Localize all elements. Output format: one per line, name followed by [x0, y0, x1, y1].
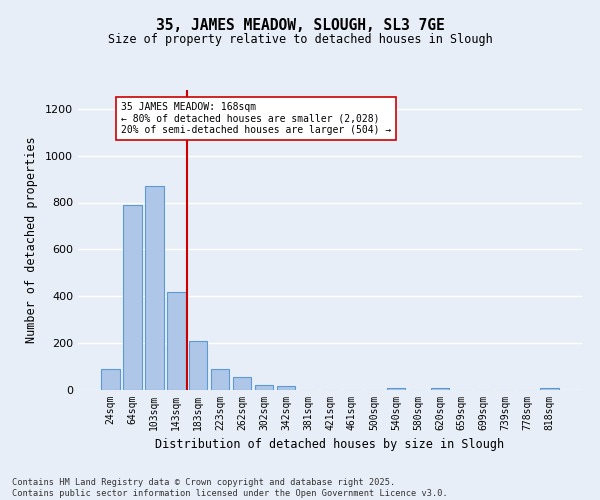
- Bar: [167, 292, 185, 390]
- Text: 35, JAMES MEADOW, SLOUGH, SL3 7GE: 35, JAMES MEADOW, SLOUGH, SL3 7GE: [155, 18, 445, 32]
- X-axis label: Distribution of detached houses by size in Slough: Distribution of detached houses by size …: [155, 438, 505, 452]
- Text: 35 JAMES MEADOW: 168sqm
← 80% of detached houses are smaller (2,028)
20% of semi: 35 JAMES MEADOW: 168sqm ← 80% of detache…: [121, 102, 391, 135]
- Bar: [277, 386, 295, 390]
- Bar: [386, 388, 405, 390]
- Y-axis label: Number of detached properties: Number of detached properties: [25, 136, 38, 344]
- Text: Contains HM Land Registry data © Crown copyright and database right 2025.
Contai: Contains HM Land Registry data © Crown c…: [12, 478, 448, 498]
- Bar: [101, 369, 119, 390]
- Bar: [233, 377, 251, 390]
- Bar: [431, 388, 449, 390]
- Bar: [255, 385, 274, 390]
- Bar: [541, 388, 559, 390]
- Bar: [123, 205, 142, 390]
- Bar: [189, 342, 208, 390]
- Bar: [145, 186, 164, 390]
- Bar: [211, 369, 229, 390]
- Text: Size of property relative to detached houses in Slough: Size of property relative to detached ho…: [107, 32, 493, 46]
